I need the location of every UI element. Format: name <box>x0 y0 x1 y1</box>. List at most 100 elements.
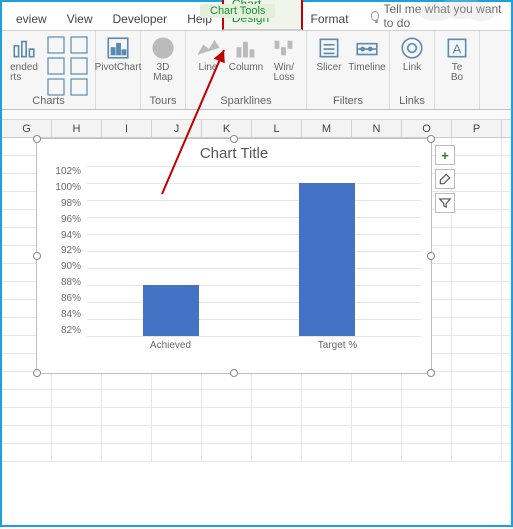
cell[interactable] <box>452 354 502 371</box>
cell[interactable] <box>2 408 52 425</box>
text-box-button[interactable]: ATe Bo <box>441 35 473 83</box>
column-header-G[interactable]: G <box>2 120 52 137</box>
chart-type-line-icon[interactable] <box>46 35 66 55</box>
table-row[interactable] <box>2 408 511 426</box>
table-row[interactable] <box>2 426 511 444</box>
cell[interactable] <box>202 408 252 425</box>
cell[interactable] <box>52 372 102 389</box>
table-row[interactable] <box>2 390 511 408</box>
column-header-M[interactable]: M <box>302 120 352 137</box>
chart-type-area-icon[interactable] <box>69 56 89 76</box>
resize-handle[interactable] <box>230 135 238 143</box>
recommended-charts-button[interactable]: ended rts <box>8 35 40 83</box>
cell[interactable] <box>252 444 302 461</box>
cell[interactable] <box>152 444 202 461</box>
chart-plot-area[interactable]: 102%100%98%96%94%92%90%88%86%84%82% <box>87 166 421 336</box>
cell[interactable] <box>452 336 502 353</box>
cell[interactable] <box>452 372 502 389</box>
bar-target-%[interactable] <box>299 183 355 336</box>
table-row[interactable] <box>2 372 511 390</box>
chart-type-pie-icon[interactable] <box>46 56 66 76</box>
chart-styles-button[interactable] <box>435 169 455 189</box>
cell[interactable] <box>252 408 302 425</box>
cell[interactable] <box>252 372 302 389</box>
cell[interactable] <box>102 426 152 443</box>
cell[interactable] <box>452 444 502 461</box>
chart-title[interactable]: Chart Title <box>37 139 431 166</box>
cell[interactable] <box>452 390 502 407</box>
chart-filters-button[interactable] <box>435 193 455 213</box>
resize-handle[interactable] <box>33 369 41 377</box>
cell[interactable] <box>2 444 52 461</box>
cell[interactable] <box>402 408 452 425</box>
column-header-N[interactable]: N <box>352 120 402 137</box>
tab-view[interactable]: View <box>57 8 103 30</box>
cell[interactable] <box>402 390 452 407</box>
cell[interactable] <box>452 246 502 263</box>
chart-elements-button[interactable]: + <box>435 145 455 165</box>
cell[interactable] <box>102 390 152 407</box>
cell[interactable] <box>202 390 252 407</box>
cell[interactable] <box>452 300 502 317</box>
cell[interactable] <box>452 264 502 281</box>
column-header-H[interactable]: H <box>52 120 102 137</box>
cell[interactable] <box>452 210 502 227</box>
column-header-O[interactable]: O <box>402 120 452 137</box>
cell[interactable] <box>302 408 352 425</box>
resize-handle[interactable] <box>230 369 238 377</box>
cell[interactable] <box>252 426 302 443</box>
tab-developer[interactable]: Developer <box>102 8 177 30</box>
column-header-J[interactable]: J <box>152 120 202 137</box>
3d-map-button[interactable]: 3D Map <box>147 35 179 83</box>
chart-type-scatter-icon[interactable] <box>46 77 66 97</box>
bar-achieved[interactable] <box>143 285 199 336</box>
cell[interactable] <box>352 426 402 443</box>
cell[interactable] <box>452 156 502 173</box>
tab-format[interactable]: Format <box>303 8 357 30</box>
cell[interactable] <box>252 390 302 407</box>
cell[interactable] <box>2 426 52 443</box>
cell[interactable] <box>152 426 202 443</box>
cell[interactable] <box>52 390 102 407</box>
cell[interactable] <box>452 138 502 155</box>
embedded-chart[interactable]: + Chart Title 102%100%98%96%94%92%90%88%… <box>36 138 432 374</box>
cell[interactable] <box>52 444 102 461</box>
cell[interactable] <box>102 444 152 461</box>
cell[interactable] <box>452 174 502 191</box>
cell[interactable] <box>402 426 452 443</box>
sparkline-line-button[interactable]: Line <box>192 35 224 73</box>
sparkline-winloss-button[interactable]: Win/ Loss <box>268 35 300 83</box>
cell[interactable] <box>352 408 402 425</box>
cell[interactable] <box>152 390 202 407</box>
cell[interactable] <box>352 444 402 461</box>
cell[interactable] <box>302 372 352 389</box>
chart-type-bar-icon[interactable] <box>69 35 89 55</box>
column-header-K[interactable]: K <box>202 120 252 137</box>
chart-type-more-icon[interactable] <box>69 77 89 97</box>
cell[interactable] <box>202 372 252 389</box>
link-button[interactable]: Link <box>396 35 428 73</box>
cell[interactable] <box>452 408 502 425</box>
cell[interactable] <box>302 426 352 443</box>
slicer-button[interactable]: Slicer <box>313 35 345 73</box>
timeline-button[interactable]: Timeline <box>351 35 383 73</box>
column-header-L[interactable]: L <box>252 120 302 137</box>
cell[interactable] <box>102 408 152 425</box>
cell[interactable] <box>152 408 202 425</box>
cell[interactable] <box>52 408 102 425</box>
cell[interactable] <box>452 282 502 299</box>
cell[interactable] <box>452 318 502 335</box>
cell[interactable] <box>202 444 252 461</box>
resize-handle[interactable] <box>33 135 41 143</box>
pivot-chart-button[interactable]: PivotChart <box>102 35 134 73</box>
resize-handle[interactable] <box>33 252 41 260</box>
cell[interactable] <box>2 372 52 389</box>
resize-handle[interactable] <box>427 135 435 143</box>
cell[interactable] <box>202 426 252 443</box>
cell[interactable] <box>452 228 502 245</box>
cell[interactable] <box>302 390 352 407</box>
cell[interactable] <box>452 426 502 443</box>
cell[interactable] <box>152 372 202 389</box>
resize-handle[interactable] <box>427 369 435 377</box>
cell[interactable] <box>352 372 402 389</box>
